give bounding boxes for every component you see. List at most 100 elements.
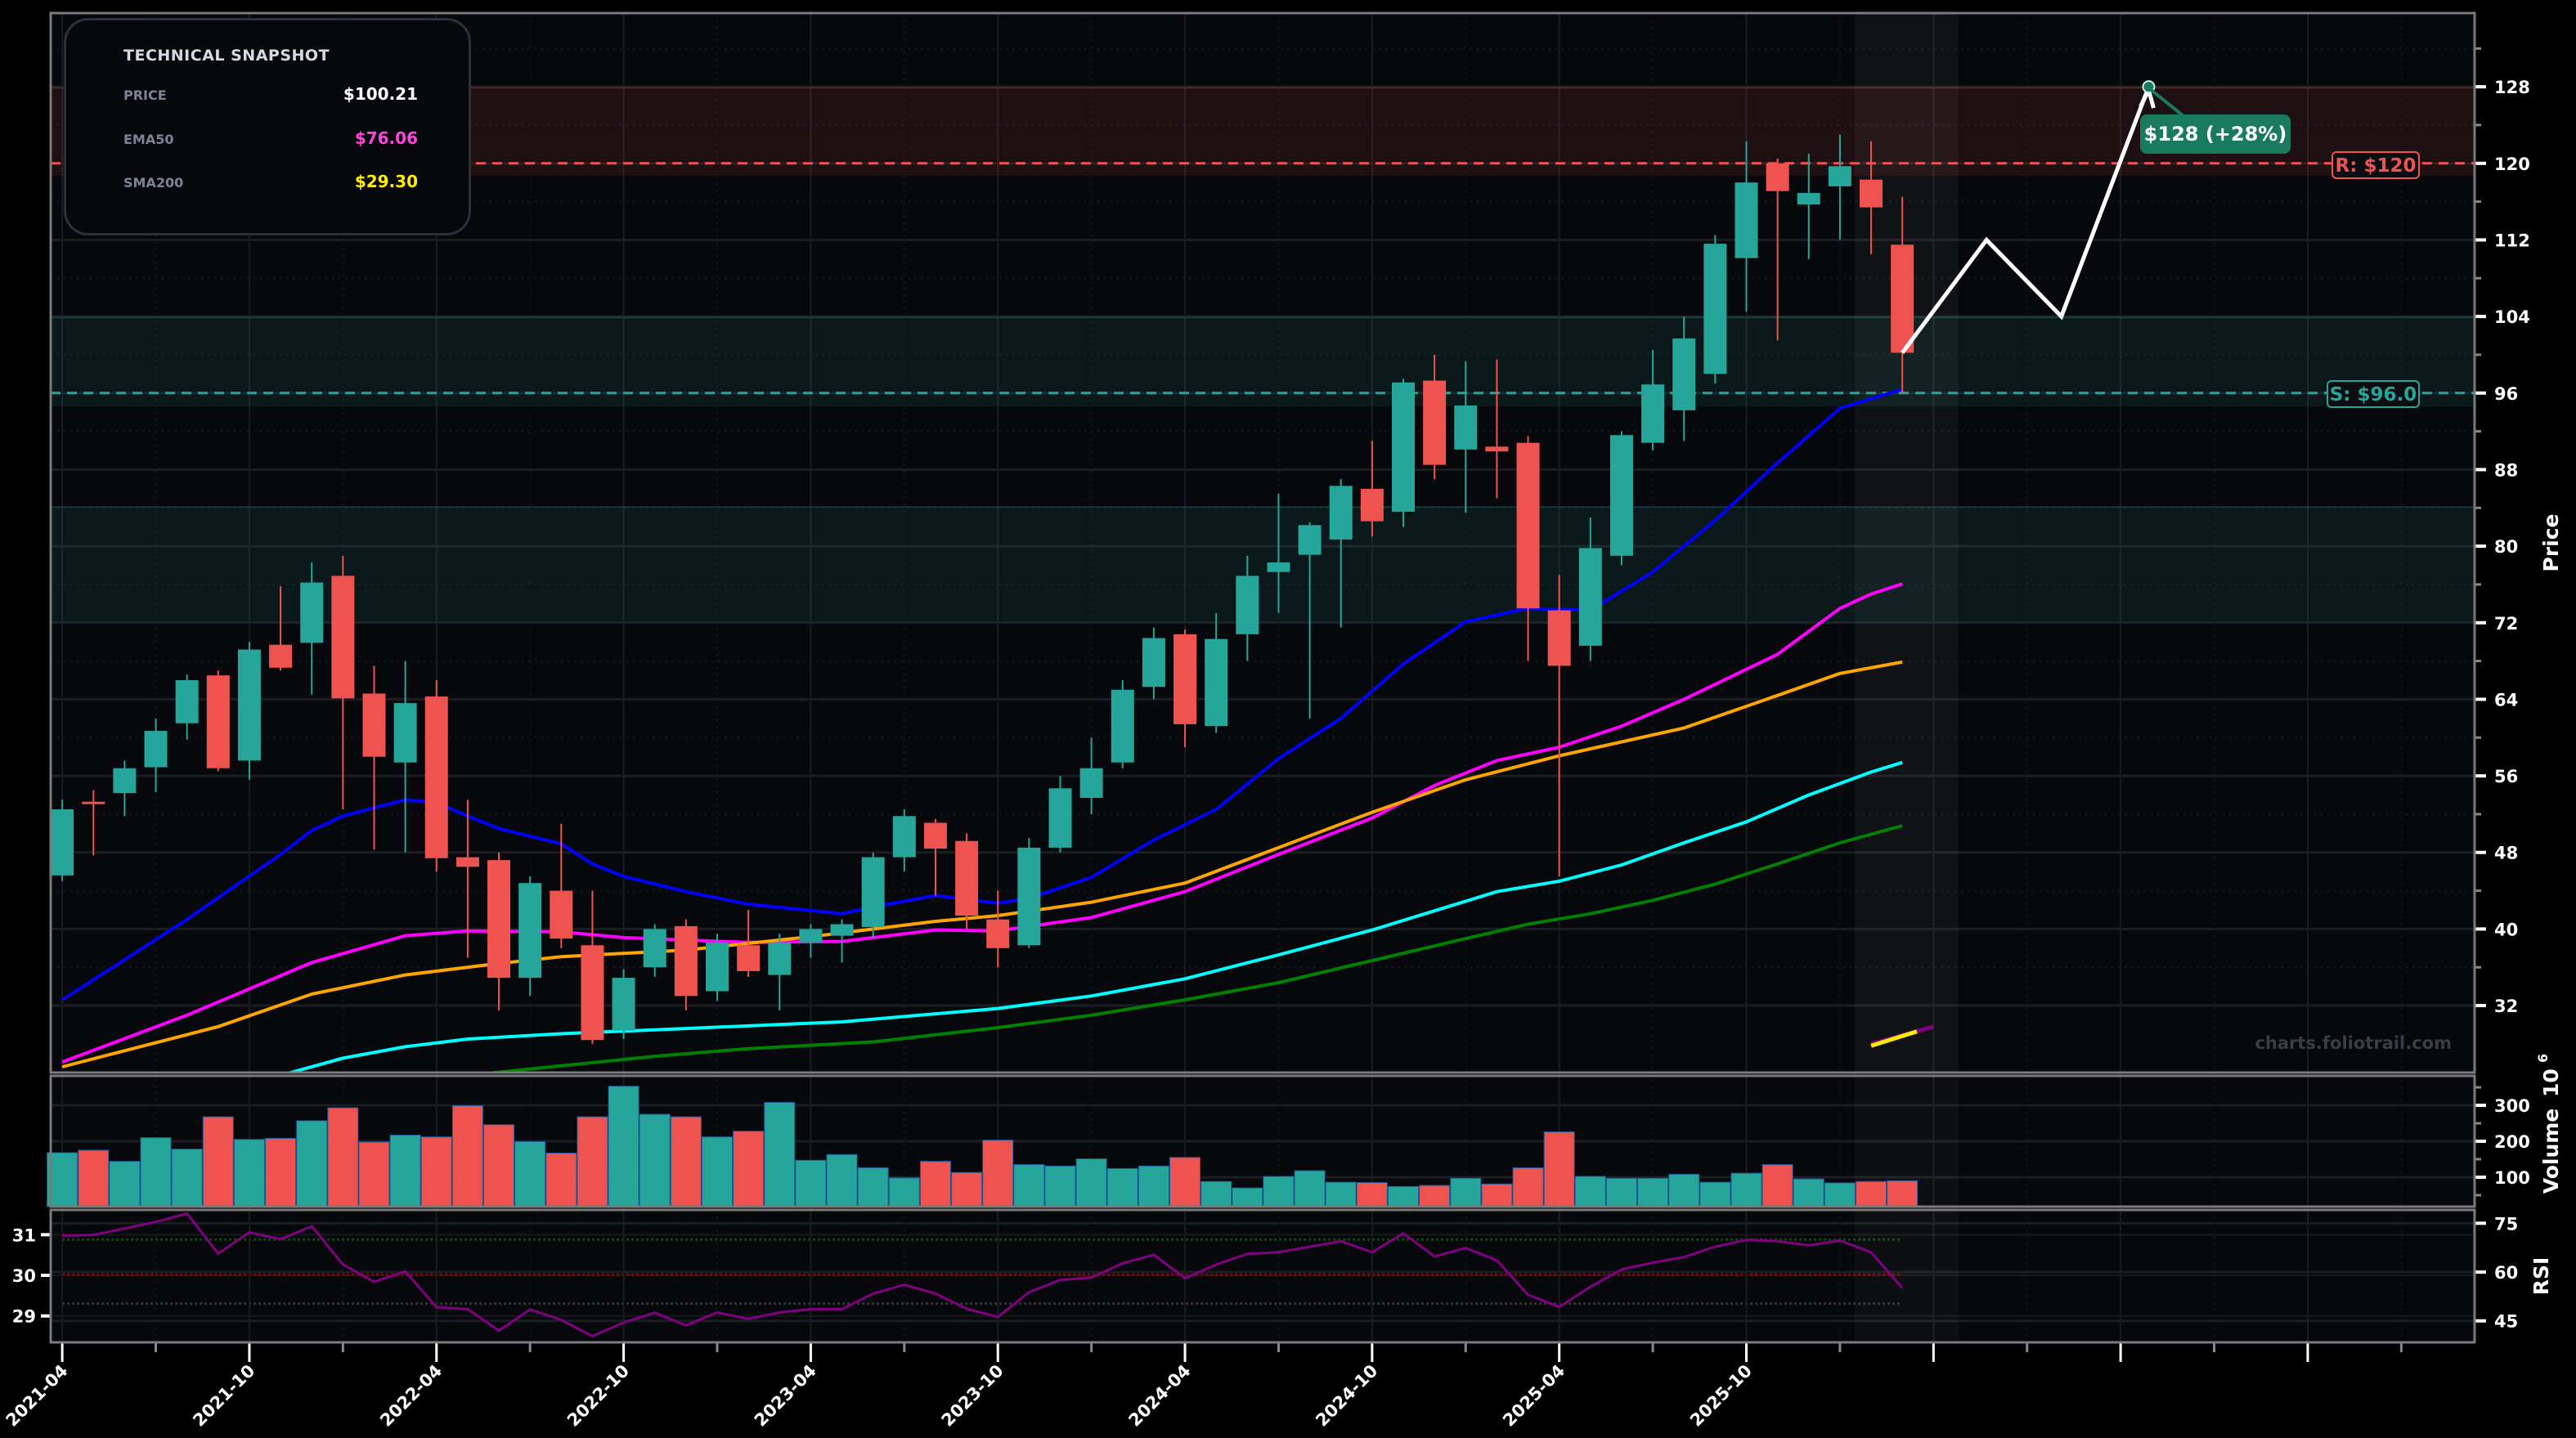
candle-body	[1329, 486, 1353, 540]
snapshot-label: PRICE	[123, 87, 167, 103]
snapshot-value: $76.06	[354, 128, 418, 148]
price-axis-label: Price	[2539, 514, 2563, 572]
target-label-text: $128 (+28%)	[2144, 123, 2287, 146]
snapshot-value: $29.30	[354, 172, 418, 191]
candle-body	[892, 816, 916, 858]
rsi-tick-label: 75	[2494, 1214, 2518, 1234]
watermark: charts.foliotrail.com	[2255, 1033, 2452, 1053]
volume-bar	[1419, 1185, 1451, 1207]
rsi-line	[62, 1212, 1904, 1338]
panel-border	[49, 1208, 2476, 1344]
snapshot-value: $100.21	[343, 84, 418, 104]
candle-body	[1298, 525, 1322, 555]
volume-bar	[1075, 1158, 1107, 1207]
rsi-axis-label: RSI	[2529, 1257, 2553, 1296]
volume-bar	[919, 1161, 951, 1207]
candle-body	[1828, 166, 1851, 186]
x-tick-label: 2025-04	[1499, 1361, 1568, 1431]
candle-body	[1174, 634, 1197, 724]
candle-body	[1860, 179, 1883, 208]
candle-body	[1017, 847, 1041, 946]
candle-body	[1142, 638, 1165, 688]
x-tick-label: 2023-10	[938, 1361, 1008, 1431]
volume-bar	[389, 1135, 421, 1207]
resistance-label-text: R: $120	[2336, 155, 2417, 177]
volume-bar	[1481, 1183, 1513, 1207]
volume-bar	[1294, 1170, 1326, 1207]
volume-bar	[826, 1154, 858, 1207]
x-tick-label: 2021-04	[2, 1361, 72, 1431]
volume-bar	[1605, 1177, 1637, 1207]
candle-body	[1672, 338, 1696, 410]
candle-body	[705, 942, 729, 992]
rsi-left-tick-label: 30	[12, 1266, 36, 1286]
volume-bar	[1637, 1177, 1669, 1207]
volume-bar	[1887, 1180, 1919, 1207]
price-tick-label: 56	[2494, 767, 2518, 786]
volume-bar	[857, 1167, 889, 1207]
candle-body	[612, 978, 635, 1031]
price-tick-label: 64	[2494, 690, 2518, 710]
indicator-line	[61, 582, 1903, 1064]
volume-bar	[1387, 1185, 1419, 1207]
volume-bar	[420, 1136, 452, 1207]
volume-bars	[47, 1086, 1919, 1207]
x-tick-label: 2024-04	[1124, 1361, 1194, 1431]
candle-body	[1048, 788, 1072, 848]
candle-body	[1609, 435, 1633, 556]
candle-body	[269, 644, 293, 668]
volume-bar	[202, 1116, 234, 1207]
candle-body	[955, 840, 979, 916]
volume-bar	[358, 1141, 390, 1207]
x-tick-label: 2024-10	[1312, 1361, 1381, 1431]
price-tick-label: 128	[2494, 78, 2530, 97]
volume-bar	[109, 1161, 141, 1207]
support-label-text: S: $96.0	[2330, 384, 2417, 405]
volume-bar	[483, 1124, 515, 1207]
candle-body	[82, 801, 105, 804]
indicator-line	[61, 660, 1903, 1068]
candle-body	[487, 860, 511, 979]
target-label: $128 (+28%)	[2140, 87, 2291, 154]
candle-body	[51, 809, 74, 876]
candle-body	[643, 929, 666, 968]
rsi-tick-label: 60	[2494, 1263, 2518, 1283]
indicator-line	[479, 824, 1903, 1073]
candle-body	[581, 945, 604, 1041]
price-tick-label: 72	[2494, 614, 2518, 634]
volume-bar	[1512, 1167, 1544, 1207]
volume-bar	[514, 1140, 546, 1207]
candle-body	[518, 883, 542, 979]
volume-bar	[296, 1120, 328, 1207]
candle-body	[1703, 244, 1727, 374]
price-tick-label: 96	[2494, 384, 2518, 404]
x-tick-label: 2025-10	[1686, 1361, 1756, 1431]
volume-tick-label: 300	[2494, 1096, 2530, 1116]
candle-body	[113, 768, 137, 794]
price-tick-label: 120	[2494, 155, 2530, 174]
candle-body	[1641, 384, 1665, 443]
volume-bar	[1856, 1180, 1887, 1207]
resistance-label: R: $120	[2331, 151, 2420, 179]
candle-body	[175, 680, 199, 723]
candle-body	[1891, 244, 1914, 353]
price-tick-label: 104	[2494, 307, 2530, 327]
x-tick-label: 2022-04	[376, 1361, 446, 1431]
candle-body	[830, 924, 854, 936]
volume-bar	[171, 1149, 203, 1207]
volume-bar	[1574, 1176, 1606, 1207]
volume-bar	[1013, 1164, 1045, 1207]
candle-body	[1236, 576, 1259, 634]
rsi-left-tick-label: 29	[12, 1307, 36, 1327]
volume-bar	[327, 1107, 359, 1207]
candle-body	[1735, 182, 1758, 258]
candle-body	[1423, 380, 1447, 465]
snapshot-row-ema50: EMA50 $76.06	[123, 128, 418, 153]
candle-body	[1516, 442, 1540, 609]
volume-bar	[78, 1149, 110, 1207]
candle-body	[550, 890, 573, 939]
support-zone	[51, 317, 2475, 407]
volume-bar	[1668, 1173, 1700, 1207]
candle-body	[144, 731, 168, 768]
price-tick-label: 80	[2494, 537, 2518, 557]
